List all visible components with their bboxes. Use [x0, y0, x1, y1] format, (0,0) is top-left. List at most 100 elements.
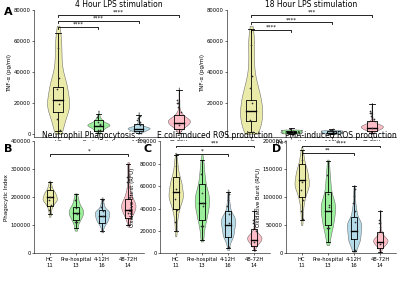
- Point: [300, 217, 306, 222]
- Point: [98, 205, 104, 209]
- Point: [175, 101, 181, 105]
- Point: [74, 220, 80, 225]
- Text: *: *: [200, 149, 203, 154]
- Point: [370, 117, 377, 122]
- Point: [250, 129, 256, 134]
- Point: [200, 201, 206, 206]
- Point: [250, 217, 256, 222]
- Point: [376, 221, 382, 226]
- Point: [378, 230, 385, 234]
- Point: [174, 98, 180, 102]
- Point: [172, 196, 178, 201]
- Point: [124, 179, 131, 184]
- Point: [226, 211, 232, 216]
- Point: [137, 131, 144, 135]
- Point: [251, 224, 257, 228]
- Text: ****: ****: [286, 17, 297, 22]
- Point: [97, 122, 103, 126]
- Text: ***: ***: [211, 140, 219, 145]
- Point: [326, 205, 332, 209]
- Title: 18 Hour LPS stimulation: 18 Hour LPS stimulation: [265, 0, 358, 9]
- Point: [246, 86, 253, 90]
- Point: [56, 128, 63, 132]
- Point: [350, 201, 356, 205]
- Point: [290, 130, 296, 135]
- Point: [290, 129, 296, 133]
- Point: [46, 208, 52, 213]
- Point: [226, 220, 232, 225]
- Point: [56, 101, 63, 106]
- Point: [226, 245, 232, 250]
- Point: [330, 128, 336, 133]
- Point: [47, 203, 54, 207]
- Point: [247, 117, 253, 122]
- Point: [327, 128, 334, 132]
- Point: [367, 109, 373, 113]
- Point: [326, 226, 332, 230]
- Point: [126, 193, 133, 197]
- Point: [72, 198, 78, 202]
- Point: [368, 111, 374, 115]
- Point: [96, 127, 103, 132]
- Point: [352, 219, 358, 224]
- Title: 4 Hour LPS stimulation: 4 Hour LPS stimulation: [75, 0, 162, 9]
- Point: [48, 212, 54, 216]
- Text: ****: ****: [113, 10, 124, 15]
- Text: ****: ****: [336, 140, 346, 145]
- Text: *: *: [88, 149, 90, 154]
- Point: [251, 240, 257, 245]
- Point: [173, 207, 180, 212]
- Point: [124, 180, 130, 185]
- Text: ****: ****: [266, 24, 277, 29]
- Point: [100, 209, 106, 214]
- Point: [377, 242, 383, 246]
- Y-axis label: TNF-α (pg/ml): TNF-α (pg/ml): [200, 54, 205, 92]
- Point: [326, 202, 332, 207]
- Point: [250, 220, 256, 225]
- Text: D: D: [272, 144, 281, 154]
- Point: [200, 224, 206, 228]
- Point: [72, 220, 78, 225]
- Point: [288, 130, 294, 135]
- Point: [137, 114, 143, 118]
- Point: [74, 211, 80, 215]
- Point: [96, 122, 103, 127]
- Point: [137, 120, 143, 124]
- Point: [350, 193, 357, 198]
- Point: [95, 119, 101, 124]
- Point: [299, 198, 306, 202]
- Point: [100, 214, 106, 219]
- Point: [330, 131, 337, 136]
- Point: [178, 110, 184, 114]
- Point: [54, 116, 60, 121]
- Point: [174, 101, 180, 105]
- Point: [298, 188, 304, 192]
- Point: [324, 192, 331, 197]
- Point: [288, 128, 294, 133]
- Point: [173, 164, 179, 169]
- Point: [98, 201, 105, 206]
- Point: [352, 187, 358, 191]
- Point: [367, 111, 374, 115]
- Point: [376, 221, 383, 226]
- Point: [47, 185, 53, 189]
- Point: [74, 211, 80, 216]
- Y-axis label: TNF-α (pg/ml): TNF-α (pg/ml): [7, 54, 12, 92]
- Point: [287, 127, 293, 132]
- Point: [125, 185, 131, 190]
- Point: [200, 203, 206, 208]
- Point: [352, 209, 358, 213]
- Point: [330, 129, 336, 134]
- Title: E.coli-induced ROS production: E.coli-induced ROS production: [157, 131, 273, 140]
- Point: [135, 115, 141, 120]
- Point: [54, 87, 60, 92]
- Point: [172, 219, 178, 224]
- Text: A: A: [4, 7, 13, 17]
- Point: [249, 74, 255, 78]
- Point: [198, 191, 205, 196]
- Text: C: C: [144, 144, 152, 154]
- Point: [299, 179, 305, 184]
- Y-axis label: Oxidative Burst (RFU): Oxidative Burst (RFU): [256, 168, 261, 227]
- Point: [252, 228, 259, 233]
- Point: [324, 173, 330, 177]
